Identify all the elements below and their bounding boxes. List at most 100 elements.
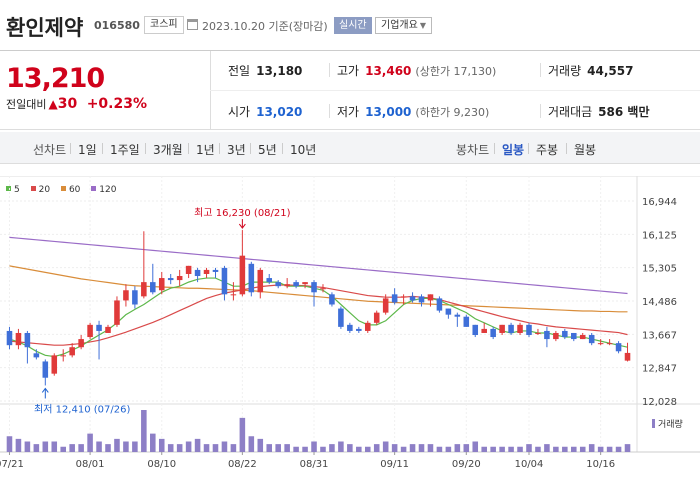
period-tab-1y[interactable]: 1년 xyxy=(196,143,215,157)
candle-tab-monthly[interactable]: 월봉 xyxy=(574,143,597,157)
candle-body xyxy=(230,294,237,296)
day-high-label: 고가 xyxy=(337,64,360,78)
candle-body xyxy=(105,326,111,333)
y-tick-label: 16,944 xyxy=(642,197,677,208)
day-low-value: 13,000 xyxy=(365,105,412,119)
candle-body xyxy=(42,361,49,378)
volume-bar xyxy=(203,444,210,452)
period-tab-3y[interactable]: 3년 xyxy=(227,143,246,157)
volume-bar xyxy=(24,441,31,452)
candle-body xyxy=(409,296,416,301)
ma60-line xyxy=(9,265,628,313)
candle-body xyxy=(141,282,147,297)
period-tab-3m[interactable]: 3개월 xyxy=(153,143,183,157)
corp-overview-dropdown[interactable]: 기업개요 ▼ xyxy=(375,17,432,34)
candle-body xyxy=(6,330,13,346)
market-badge: 코스피 xyxy=(144,16,184,34)
candle-tab-daily[interactable]: 일봉 xyxy=(502,143,525,157)
period-tab-10y[interactable]: 10년 xyxy=(290,143,317,157)
volume-bar xyxy=(239,417,246,452)
volume-bar xyxy=(60,446,66,452)
change-percent: +0.23% xyxy=(86,96,148,112)
volume-bar xyxy=(347,444,353,452)
candle-body xyxy=(33,353,40,358)
stock-name: 환인제약 xyxy=(6,16,84,40)
volume-bar xyxy=(427,444,434,452)
volume-bar xyxy=(544,444,550,452)
candle-body xyxy=(562,330,568,338)
volume-bar xyxy=(123,441,129,452)
chart-tabs-bar xyxy=(0,132,700,164)
legend-ma120: 120 xyxy=(91,185,116,195)
candle-body xyxy=(114,300,120,325)
candle-body xyxy=(436,298,443,311)
candle-body xyxy=(338,308,344,327)
candle-body xyxy=(400,296,407,298)
candle-body xyxy=(588,335,595,344)
candle-body xyxy=(499,324,505,333)
lower-limit: (하한가 9,230) xyxy=(415,106,490,119)
candle-body xyxy=(248,263,255,293)
high-arrow-head xyxy=(238,223,246,229)
trade-amount-label: 거래대금 xyxy=(548,105,593,119)
candle-body xyxy=(508,324,514,333)
candle-body xyxy=(490,328,496,338)
candle-body xyxy=(60,355,66,357)
candle-body xyxy=(275,282,281,287)
stock-candlestick-chart[interactable]: 16,944 16,125 15,305 14,486 13,667 12,847 12,0… xyxy=(0,176,700,490)
trade-amount: 거래대금 586 백만 xyxy=(540,103,649,120)
candle-body xyxy=(212,269,219,272)
candle-body xyxy=(221,267,228,295)
volume-bar xyxy=(588,444,595,452)
candle-body xyxy=(51,355,58,374)
y-tick-label: 12,847 xyxy=(642,364,677,375)
volume-bar xyxy=(96,441,102,452)
volume-bar xyxy=(597,446,604,452)
volume-bar xyxy=(158,438,165,452)
period-tab-1w[interactable]: 1주일 xyxy=(110,143,140,157)
x-tick-label: 09/20 xyxy=(452,459,481,470)
volume-bar xyxy=(615,446,622,452)
candle-body xyxy=(302,282,308,285)
candle-body xyxy=(481,328,487,333)
x-tick-label: 08/22 xyxy=(228,459,257,470)
period-tab-1d[interactable]: 1일 xyxy=(78,143,97,157)
candle-body xyxy=(526,324,532,336)
period-tab-5y[interactable]: 5년 xyxy=(258,143,277,157)
ma5-line xyxy=(9,277,628,358)
realtime-button[interactable]: 실시간 xyxy=(334,17,372,34)
as-of-date: 2023.10.20 기준(장마감) xyxy=(202,20,328,33)
volume-bar xyxy=(167,444,174,452)
candle-body xyxy=(535,332,541,334)
day-high-value: 13,460 xyxy=(365,64,412,78)
volume-bar xyxy=(141,410,147,452)
ma-legend: 5 20 60 120 xyxy=(6,185,124,195)
volume-label: 거래량 xyxy=(548,64,582,78)
candle-body xyxy=(624,352,631,361)
x-tick-label: 10/04 xyxy=(515,459,544,470)
volume-bar xyxy=(373,444,380,452)
candle-chart-label: 봉차트 xyxy=(456,143,490,157)
candle-body xyxy=(266,278,273,283)
volume-bar xyxy=(114,438,120,452)
volume-bar xyxy=(463,444,470,452)
volume-bar xyxy=(33,444,40,452)
volume-bar xyxy=(293,446,299,452)
corp-overview-label: 기업개요 xyxy=(381,20,418,31)
volume-bar xyxy=(526,444,532,452)
candle-body xyxy=(347,324,353,331)
x-tick-label: 08/31 xyxy=(300,459,329,470)
x-tick-label: 09/11 xyxy=(380,459,409,470)
volume-bar xyxy=(391,444,398,452)
y-tick-label: 14,486 xyxy=(642,297,677,308)
volume-bar xyxy=(51,441,58,452)
volume-bar xyxy=(105,444,111,452)
open-price-label: 시가 xyxy=(228,105,251,119)
ma120-line xyxy=(9,236,628,295)
volume-bar xyxy=(212,444,219,452)
candle-body xyxy=(311,282,317,293)
candle-tab-weekly[interactable]: 주봉 xyxy=(536,143,559,157)
candle-body xyxy=(579,335,586,340)
volume-bar xyxy=(311,441,317,452)
legend-ma5: 5 xyxy=(6,185,20,195)
